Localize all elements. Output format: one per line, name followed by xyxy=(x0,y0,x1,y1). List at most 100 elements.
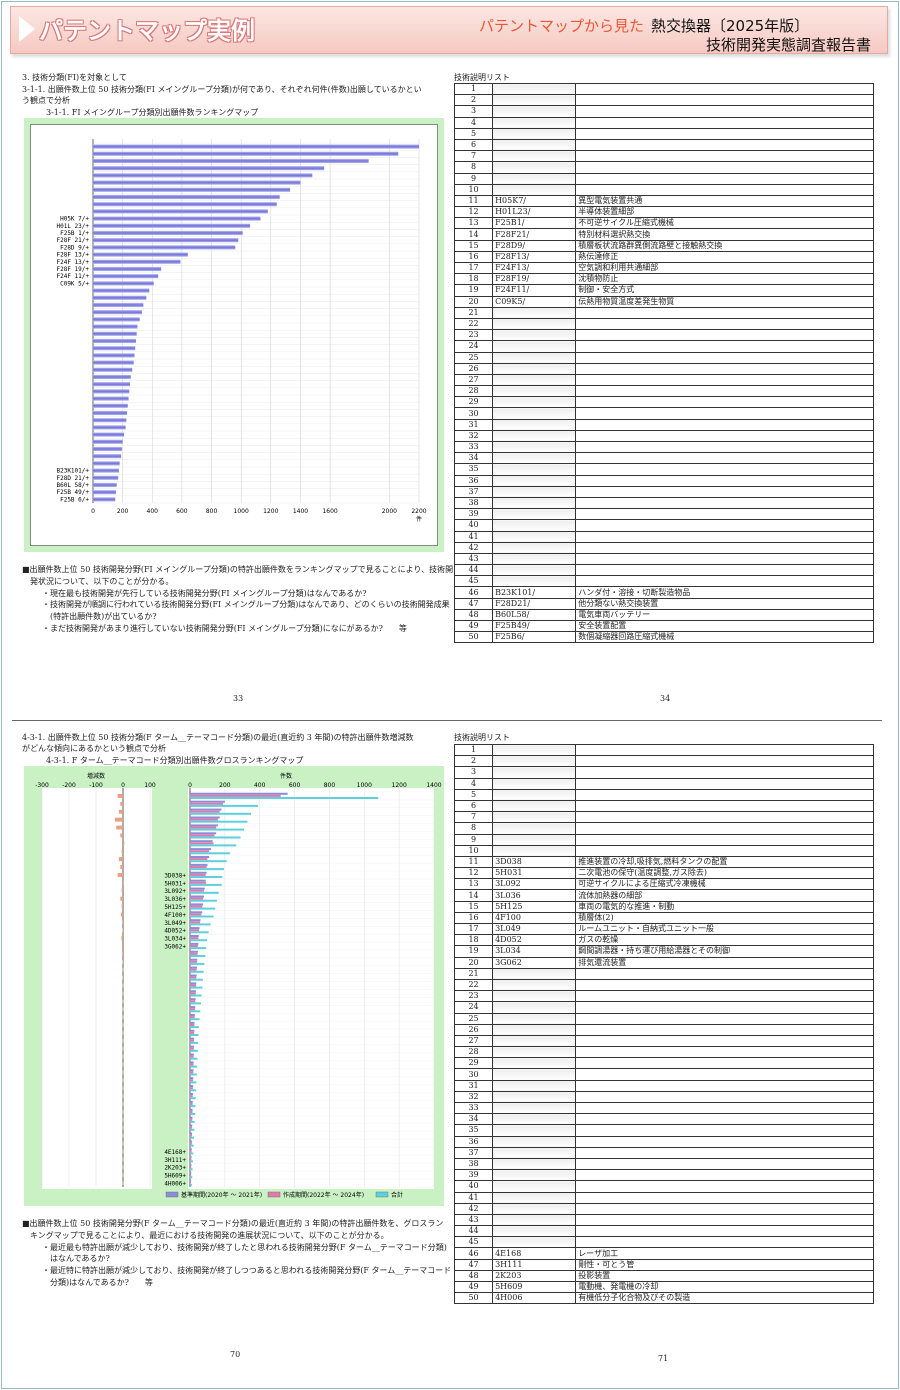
table-row: 43 xyxy=(453,552,874,566)
base-bar xyxy=(190,1061,194,1064)
table-cell-desc xyxy=(575,844,874,857)
table-row: 30 xyxy=(453,407,874,420)
bar xyxy=(93,173,313,178)
table-cell-code xyxy=(492,541,577,554)
table-row: 3 xyxy=(453,766,874,779)
table-cell-code xyxy=(492,1225,577,1238)
bar xyxy=(93,259,181,264)
table-cell-code: F28D21/ xyxy=(492,597,577,610)
table-row: 12 H01L23/半導体装置細部 xyxy=(453,206,874,219)
current-bar xyxy=(190,1039,195,1042)
y-tick-label: B60L 58/+ xyxy=(56,482,89,489)
table-cell-desc xyxy=(575,1101,874,1115)
note-line: ・技術開発が順調に行われている技術開発分野(FI メイングループ分類)はなんであ… xyxy=(42,600,450,610)
table-row: 22 xyxy=(453,978,874,992)
table-row: 13 3L092 可逆サイクルによる圧縮式冷凍機械 xyxy=(453,878,874,891)
y-tick-label: H05K 7/+ xyxy=(60,216,89,223)
base-bar xyxy=(190,808,222,811)
y-tick-label: F28F 21/+ xyxy=(56,237,89,244)
current-bar xyxy=(190,1110,193,1113)
total-bar xyxy=(190,1081,197,1084)
change-bar xyxy=(123,841,125,846)
change-bar xyxy=(122,1023,124,1027)
note-line: (特許出願件数)が出ているか? xyxy=(50,612,157,622)
table-cell-code xyxy=(492,407,577,420)
table-row: 33 xyxy=(453,1101,874,1115)
table-cell-desc xyxy=(575,82,874,96)
table-row: 15 5H125 車両の電気的な推進・制動 xyxy=(453,900,874,913)
left-x-tick: 100 xyxy=(144,782,156,789)
table-row: 1 xyxy=(453,743,874,757)
bar xyxy=(93,389,130,394)
table-cell-desc xyxy=(575,967,874,980)
table-cell-code xyxy=(492,396,577,409)
y-tick-label: 4D052+ xyxy=(164,928,186,935)
table-cell-no: 12 xyxy=(453,206,494,219)
bar xyxy=(93,216,261,221)
right-x-tick: 1000 xyxy=(357,782,372,789)
table-cell-desc xyxy=(575,161,874,174)
base-bar xyxy=(190,927,200,930)
sec1-question-line2: う観点で分析 xyxy=(22,96,70,105)
bar xyxy=(93,194,280,200)
table-row: 18 F28F19/沈積物防止 xyxy=(453,273,874,286)
table-row: 4 xyxy=(453,116,874,129)
total-bar xyxy=(190,1176,193,1179)
legend-swatch xyxy=(267,1191,281,1198)
bar xyxy=(93,281,154,286)
bar xyxy=(93,324,138,329)
table-cell-code xyxy=(492,429,577,443)
total-bar xyxy=(190,899,218,902)
change-bar xyxy=(122,1078,124,1083)
table-cell-no: 46 xyxy=(453,586,494,599)
table-cell-desc xyxy=(575,150,874,163)
table-cell-no: 39 xyxy=(453,1169,494,1182)
table-cell-no: 47 xyxy=(453,1258,494,1271)
current-bar xyxy=(190,1166,192,1169)
bar xyxy=(93,310,142,315)
table-cell-desc xyxy=(575,116,874,129)
table-cell-desc xyxy=(575,1034,874,1048)
total-bar xyxy=(190,1041,199,1044)
table-cell-no: 15 xyxy=(453,900,494,913)
table-cell-desc xyxy=(575,306,874,319)
bar xyxy=(93,274,159,279)
table-cell-code xyxy=(492,172,577,185)
note-line: ・最近特に特許出願が減少しており、技術開発が終了しつつあると思われる技術開発分野… xyxy=(42,1266,452,1276)
x-tick-label: 2000 xyxy=(382,508,397,515)
table-cell-desc xyxy=(575,1079,874,1092)
legend-label: 作成期間(2022年 ～ 2024年) xyxy=(283,1191,364,1199)
base-bar xyxy=(190,982,197,985)
table-cell-desc xyxy=(575,396,874,409)
table-cell-code xyxy=(492,1034,577,1048)
table-row: 20 3G062 排気還流装置 xyxy=(453,956,874,969)
table-cell-desc: 安全装置配置 xyxy=(575,619,874,633)
table-cell-code: F28F13/ xyxy=(492,250,577,264)
table-cell-code xyxy=(492,105,577,118)
table-row: 17 F24F13/空気調和利用共通細部 xyxy=(453,261,874,275)
table-row: 15 F28D9/積層板状流路群異側流路壁と接触熱交換 xyxy=(453,239,874,252)
total-bar xyxy=(190,883,222,886)
right-plot-bg xyxy=(188,788,434,1189)
table-cell-no: 3 xyxy=(453,105,494,118)
table-cell-code: F28D9/ xyxy=(492,239,577,252)
table-cell-no: 31 xyxy=(453,418,494,431)
table-row: 48 2K203 投影装置 xyxy=(453,1269,874,1283)
base-bar xyxy=(190,1014,195,1016)
table-cell-code xyxy=(492,530,577,543)
current-bar xyxy=(190,881,207,884)
y-tick-label: B23K101/+ xyxy=(56,468,89,475)
table-cell-code xyxy=(492,452,577,465)
change-bar xyxy=(122,1102,124,1106)
table-cell-desc: 有機低分子化合物及びその製造 xyxy=(575,1292,874,1305)
table-cell-no: 4 xyxy=(453,777,494,790)
total-bar xyxy=(190,970,204,973)
change-bar xyxy=(122,1007,124,1012)
table-cell-no: 37 xyxy=(453,1146,494,1159)
current-bar xyxy=(190,1118,193,1121)
y-tick-label: F28F 19/+ xyxy=(56,266,89,273)
table-cell-desc xyxy=(575,329,874,342)
table-row: 10 xyxy=(453,844,874,857)
table-cell-no: 21 xyxy=(453,306,494,319)
bar xyxy=(93,360,134,365)
